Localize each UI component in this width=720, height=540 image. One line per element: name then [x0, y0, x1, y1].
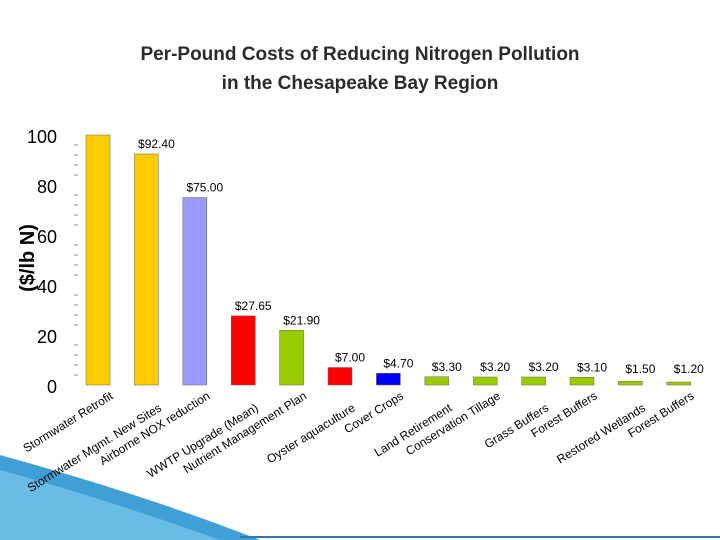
- value-label: $4.70: [383, 356, 413, 370]
- value-label: $1.50: [625, 362, 655, 376]
- y-tick-label: 20: [37, 327, 57, 347]
- bar: [424, 376, 450, 386]
- value-label: $21.90: [283, 313, 320, 327]
- value-label: $7.00: [335, 351, 365, 365]
- bar: [521, 376, 546, 386]
- y-axis-label: ($/lb N): [17, 224, 39, 292]
- category-label: Stormwater Mgmt. New Sites: [25, 401, 164, 495]
- bar: [569, 377, 595, 386]
- chart-title-line-1: Per-Pound Costs of Reducing Nitrogen Pol…: [140, 44, 580, 65]
- bar: [472, 376, 498, 386]
- y-tick-label: 60: [37, 227, 57, 247]
- bar: [85, 134, 111, 386]
- bar: [134, 153, 159, 386]
- y-tick-label: 100: [27, 127, 57, 147]
- y-tick-label: 80: [37, 177, 57, 197]
- y-axis-ticks: 0 20 40 60 80 100: [27, 127, 78, 397]
- value-label: $27.65: [235, 299, 272, 313]
- bar: [618, 381, 643, 386]
- slide-corner-swoosh-light: [0, 470, 220, 540]
- value-label: $1.20: [674, 362, 704, 376]
- value-label: $92.40: [138, 137, 175, 151]
- y-tick-label: 40: [37, 277, 57, 297]
- chart-title-line-2: in the Chesapeake Bay Region: [221, 73, 499, 94]
- bar: [182, 197, 208, 386]
- bar: [376, 373, 401, 386]
- bar: [327, 367, 353, 386]
- bar: [666, 381, 692, 386]
- value-label: $3.20: [529, 360, 559, 374]
- slide-decoration: [0, 455, 720, 540]
- bar: [230, 315, 256, 386]
- y-tick-label: 0: [47, 377, 57, 397]
- value-label: $3.20: [480, 360, 510, 374]
- bars: [85, 134, 692, 386]
- value-label: $75.00: [186, 181, 223, 195]
- value-label: $3.30: [432, 360, 462, 374]
- value-label: $3.10: [577, 360, 607, 374]
- value-labels: $92.40 $75.00 $27.65 $21.90 $7.00 $4.70 $3.30 $…: [138, 137, 704, 376]
- bar: [279, 330, 304, 386]
